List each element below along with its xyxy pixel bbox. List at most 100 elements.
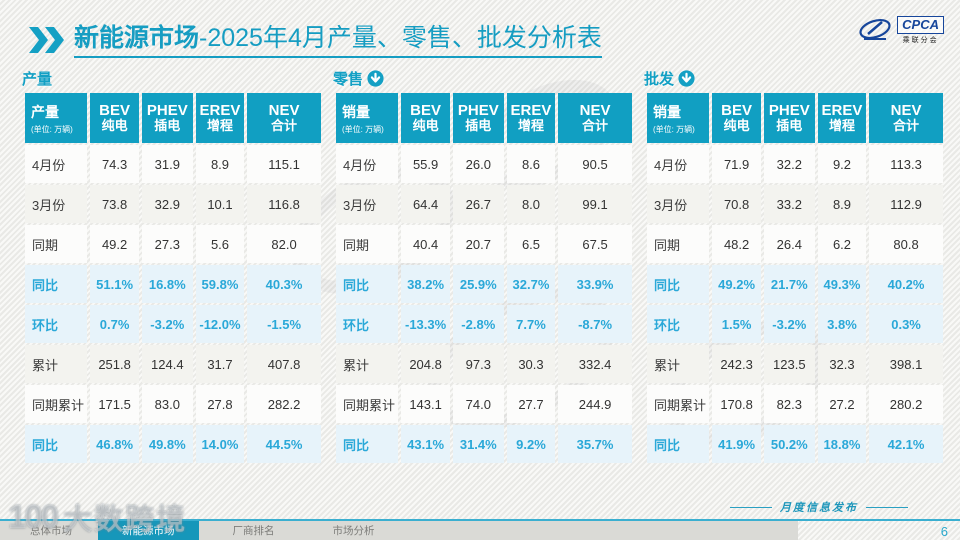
table-row: 累计 242.3 123.5 32.3 398.1: [647, 345, 943, 383]
cell: -13.3%: [401, 305, 450, 343]
cell: 6.5: [506, 225, 556, 263]
row-label: 同比: [647, 265, 710, 303]
cell: 280.2: [869, 385, 943, 423]
unit-label: (单位: 万辆): [31, 124, 73, 134]
cell: 26.0: [452, 145, 504, 183]
tab-overall-market[interactable]: 总体市场: [30, 525, 72, 537]
cell: 49.3%: [817, 265, 867, 303]
tab-market-analysis[interactable]: 市场分析: [332, 525, 375, 537]
slide-header: 新能源市场-2025年4月产量、零售、批发分析表: [28, 24, 602, 58]
cell: 30.3: [506, 345, 556, 383]
table-row: 同期 40.4 20.7 6.5 67.5: [336, 225, 632, 263]
cell: -1.5%: [247, 305, 321, 343]
col-header-erev: EREV 增程: [506, 93, 556, 143]
cell: 74.3: [90, 145, 139, 183]
cell: 124.4: [141, 345, 193, 383]
cell: 9.2: [817, 145, 867, 183]
cell: 251.8: [90, 345, 139, 383]
table-row: 3月份 64.4 26.7 8.0 99.1: [336, 185, 632, 223]
row-label: 同期累计: [647, 385, 710, 423]
caption-line: [866, 506, 908, 508]
cell: 0.7%: [90, 305, 139, 343]
wholesale-table: 销量 (单位: 万辆) BEV 纯电 PHEV 插电 EREV 增程 NEV 合计 4月…: [644, 91, 946, 465]
bottom-nav: 总体市场 新能源市场 厂商排名 市场分析: [0, 521, 798, 540]
cpca-logo: CPCA 乘联分会: [858, 16, 944, 45]
row-label: 累计: [25, 345, 88, 383]
table-row: 同期累计 143.1 74.0 27.7 244.9: [336, 385, 632, 423]
cell: 46.8%: [90, 425, 139, 463]
col-header-nev: NEV 合计: [247, 93, 321, 143]
cell: 83.0: [141, 385, 193, 423]
cell: 50.2%: [763, 425, 815, 463]
page-title-emphasis: 新能源市场: [74, 24, 200, 52]
page-title: 新能源市场-2025年4月产量、零售、批发分析表: [74, 24, 602, 58]
page-title-rest: -2025年4月产量、零售、批发分析表: [199, 24, 602, 52]
cell: 64.4: [401, 185, 450, 223]
table-row: 同期累计 170.8 82.3 27.2 280.2: [647, 385, 943, 423]
row-label: 同比: [336, 265, 399, 303]
cell: 115.1: [247, 145, 321, 183]
cell: 21.7%: [763, 265, 815, 303]
cell: 82.0: [247, 225, 321, 263]
cell: 70.8: [712, 185, 761, 223]
table-row-mom: 环比 1.5% -3.2% 3.8% 0.3%: [647, 305, 943, 343]
cell: -3.2%: [141, 305, 193, 343]
cell: 143.1: [401, 385, 450, 423]
cell: 49.2%: [712, 265, 761, 303]
cell: 282.2: [247, 385, 321, 423]
table-row: 同期累计 171.5 83.0 27.8 282.2: [25, 385, 321, 423]
cell: 49.2: [90, 225, 139, 263]
cpca-swoosh-icon: [858, 18, 892, 44]
table-row-yoy-cum: 同比 46.8% 49.8% 14.0% 44.5%: [25, 425, 321, 463]
cell: 82.3: [763, 385, 815, 423]
tab-oem-ranking[interactable]: 厂商排名: [232, 525, 275, 537]
cell: 16.8%: [141, 265, 193, 303]
row-label: 环比: [647, 305, 710, 343]
col-header-phev: PHEV 插电: [763, 93, 815, 143]
cell: 32.3: [817, 345, 867, 383]
cell: 8.6: [506, 145, 556, 183]
cell: 71.9: [712, 145, 761, 183]
row-label: 4月份: [647, 145, 710, 183]
cell: 74.0: [452, 385, 504, 423]
cell: 8.9: [195, 145, 245, 183]
cell: 18.8%: [817, 425, 867, 463]
cell: -12.0%: [195, 305, 245, 343]
cell: 242.3: [712, 345, 761, 383]
cell: 31.7: [195, 345, 245, 383]
footer-caption-text: 月度信息发布: [780, 502, 858, 514]
cell: 38.2%: [401, 265, 450, 303]
production-section-header: 产量: [22, 66, 324, 90]
row-label: 累计: [647, 345, 710, 383]
row-label: 同期: [25, 225, 88, 263]
cell: 14.0%: [195, 425, 245, 463]
row-label: 环比: [336, 305, 399, 343]
cell: 31.9: [141, 145, 193, 183]
cell: 32.7%: [506, 265, 556, 303]
footer-divider: [0, 519, 960, 521]
cell: 7.7%: [506, 305, 556, 343]
cell: 90.5: [558, 145, 632, 183]
cell: 55.9: [401, 145, 450, 183]
table-row: 3月份 73.8 32.9 10.1 116.8: [25, 185, 321, 223]
cell: 42.1%: [869, 425, 943, 463]
cell: 244.9: [558, 385, 632, 423]
wholesale-section-header: 批发: [644, 66, 946, 90]
cell: 3.8%: [817, 305, 867, 343]
tables-area: 产量 产量 (单位: 万辆) BEV 纯电 PHEV 插电 EREV 增程 NEV 合计: [22, 66, 946, 465]
tab-nev-market[interactable]: 新能源市场: [98, 521, 199, 540]
cell: 27.8: [195, 385, 245, 423]
row-label: 同期累计: [25, 385, 88, 423]
wholesale-label: 批发: [644, 70, 675, 88]
cell: 40.3%: [247, 265, 321, 303]
metric-header: 销量 (单位: 万辆): [336, 93, 399, 143]
table-row-yoy: 同比 38.2% 25.9% 32.7% 33.9%: [336, 265, 632, 303]
col-header-phev: PHEV 插电: [141, 93, 193, 143]
footer-caption: 月度信息发布: [730, 499, 908, 515]
table-row: 累计 251.8 124.4 31.7 407.8: [25, 345, 321, 383]
cell: 116.8: [247, 185, 321, 223]
cell: 40.2%: [869, 265, 943, 303]
table-row-yoy-cum: 同比 43.1% 31.4% 9.2% 35.7%: [336, 425, 632, 463]
cell: 113.3: [869, 145, 943, 183]
